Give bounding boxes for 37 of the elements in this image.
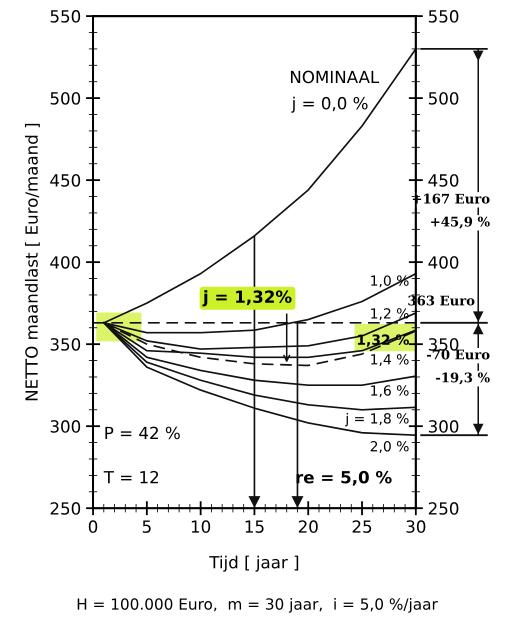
x-tick-label: 30 (406, 520, 426, 533)
y-tick-label: 450 (50, 174, 80, 187)
y-tick-label: 500 (50, 92, 80, 105)
y2-tick-label: 450 (428, 174, 458, 187)
legend-label: 1,2 % (371, 308, 409, 320)
series-label: 1,6 % (371, 385, 409, 398)
series-label: 2,0 % (370, 441, 409, 453)
y-tick-label: 400 (50, 256, 80, 269)
y-axis-title: NETTO maandlast [ Euro/maand ] (24, 124, 40, 400)
annotation: j = 1,32% (202, 290, 292, 306)
x-axis-title: Tijd [ jaar ] (209, 556, 298, 572)
y2-tick-label: 350 (428, 338, 458, 351)
annotation: T = 12 (104, 470, 158, 484)
text: H = 100.000 Euro, m = 30 jaar, i = 5,0 %/jaar (78, 598, 438, 613)
y2-tick-label: 400 (428, 256, 458, 269)
annotation: P = 42 % (105, 426, 180, 440)
text: +45,9 % (431, 216, 490, 229)
y-tick-label: 350 (50, 338, 80, 351)
x-tick-label: 10 (192, 520, 210, 533)
x-tick-label: 5 (142, 520, 151, 533)
series-label: j = 1,8 % (345, 412, 409, 426)
series-label: 1,4 % (371, 354, 409, 366)
x-tick-label: 0 (88, 520, 98, 533)
annotation: j = 0,0 % (291, 96, 368, 113)
y-tick-label: 250 (50, 502, 80, 515)
series-label: 1,32 % (358, 334, 409, 347)
y-tick-label: 550 (50, 10, 80, 23)
x-tick-label: 15 (246, 520, 264, 533)
y2-tick-label: 500 (428, 92, 458, 105)
series-label: NOMINAAL (290, 70, 380, 84)
y2-tick-label: 250 (428, 502, 458, 515)
x-tick-label: 20 (298, 520, 318, 533)
y-tick-label: 300 (50, 420, 80, 433)
y2-tick-label: 300 (428, 420, 458, 433)
text: -19,3 % (436, 372, 490, 384)
y2-tick-label: 550 (428, 10, 458, 23)
x-tick-label: 25 (352, 520, 372, 533)
